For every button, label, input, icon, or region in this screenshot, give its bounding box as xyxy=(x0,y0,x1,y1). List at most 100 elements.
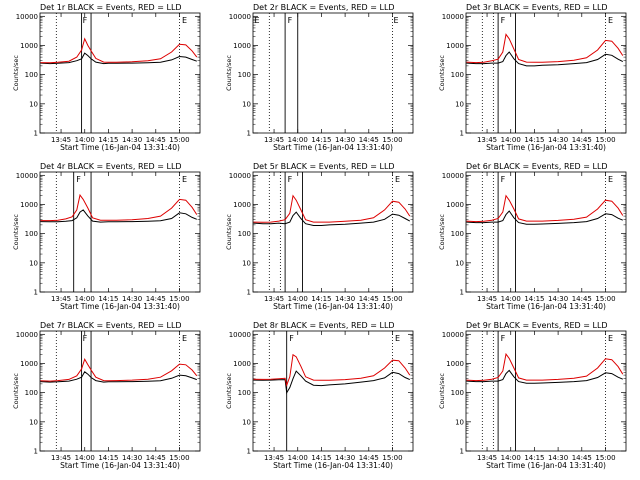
x-tick-label: 15:00 xyxy=(382,136,402,144)
x-axis-label: Start Time (16-Jan-04 13:31:40) xyxy=(273,461,393,470)
x-tick-label: 15:00 xyxy=(595,295,615,303)
panel-title: Det 7r BLACK = Events, RED = LLD xyxy=(40,321,182,330)
y-tick-label: 100 xyxy=(451,230,464,238)
x-tick-label: 14:45 xyxy=(572,136,592,144)
x-tick-label: 15:00 xyxy=(382,454,402,462)
y-tick-label: 1000 xyxy=(233,360,251,368)
x-tick-label: 15:00 xyxy=(169,136,189,144)
x-axis-label: Start Time (16-Jan-04 13:31:40) xyxy=(486,302,606,311)
x-tick-label: 14:15 xyxy=(524,295,544,303)
x-tick-label: 14:45 xyxy=(146,295,166,303)
flag-label: F xyxy=(501,175,506,184)
x-tick-label: 14:00 xyxy=(75,454,95,462)
plot-frame xyxy=(39,12,201,134)
x-tick-label: 14:00 xyxy=(288,136,308,144)
panel-det-8: Det 8r BLACK = Events, RED = LLD 1 10 100 10… xyxy=(225,321,414,470)
y-tick-label: 100 xyxy=(451,389,464,397)
panel-det-2: Det 2r BLACK = Events, RED = LLD 1 10 100 10… xyxy=(225,3,414,152)
y-tick-label: 1000 xyxy=(20,360,38,368)
events-series-line xyxy=(40,209,197,223)
flag-label: F xyxy=(288,175,293,184)
x-axis-label: Start Time (16-Jan-04 13:31:40) xyxy=(60,461,180,470)
y-axis-label: Counts/sec xyxy=(12,214,20,250)
y-tick-label: 10 xyxy=(455,259,464,267)
y-axis-label: Counts/sec xyxy=(225,373,233,409)
x-tick-label: 14:45 xyxy=(572,454,592,462)
lld-series-line xyxy=(253,194,411,223)
flag-label: F xyxy=(76,175,81,184)
lld-series-line xyxy=(40,193,198,222)
panel-title: Det 6r BLACK = Events, RED = LLD xyxy=(466,162,608,171)
events-series-line xyxy=(40,52,197,65)
x-tick-label: 14:15 xyxy=(524,454,544,462)
x-tick-label: 14:00 xyxy=(288,295,308,303)
y-tick-label: 1 xyxy=(34,130,38,138)
x-tick-label: 13:45 xyxy=(51,295,71,303)
y-tick-label: 1000 xyxy=(20,42,38,50)
x-axis-label: Start Time (16-Jan-04 13:31:40) xyxy=(486,461,606,470)
y-tick-label: 1000 xyxy=(20,201,38,209)
y-tick-label: 10000 xyxy=(16,13,38,21)
y-tick-label: 10000 xyxy=(229,331,251,339)
flag-label: F xyxy=(83,334,88,343)
flag-label: F xyxy=(501,334,506,343)
y-tick-label: 10 xyxy=(455,418,464,426)
flag-label: E xyxy=(608,175,613,184)
x-tick-label: 14:30 xyxy=(122,136,142,144)
y-tick-label: 10 xyxy=(242,259,251,267)
lld-series-line xyxy=(253,353,411,387)
plot-frame xyxy=(465,171,627,293)
y-axis-label: Counts/sec xyxy=(12,55,20,91)
y-tick-label: 1000 xyxy=(446,360,464,368)
panel-title: Det 2r BLACK = Events, RED = LLD xyxy=(253,3,395,12)
panel-det-3: Det 3r BLACK = Events, RED = LLD 1 10 100 10… xyxy=(438,3,627,152)
panel-title: Det 5r BLACK = Events, RED = LLD xyxy=(253,162,395,171)
flag-label: E xyxy=(255,16,260,25)
y-tick-label: 10000 xyxy=(229,13,251,21)
y-tick-label: 1000 xyxy=(446,201,464,209)
panel-title: Det 9r BLACK = Events, RED = LLD xyxy=(466,321,608,330)
flag-label: F xyxy=(288,16,293,25)
y-tick-label: 10 xyxy=(29,259,38,267)
x-tick-label: 14:00 xyxy=(75,295,95,303)
flag-label: F xyxy=(501,16,506,25)
y-tick-label: 10000 xyxy=(442,331,464,339)
y-axis-label: Counts/sec xyxy=(12,373,20,409)
x-tick-label: 14:45 xyxy=(359,136,379,144)
panel-det-1: Det 1r BLACK = Events, RED = LLD 1 10 100 10… xyxy=(12,3,201,152)
lld-series-line xyxy=(466,33,624,64)
x-tick-label: 14:30 xyxy=(335,454,355,462)
y-tick-label: 10 xyxy=(242,100,251,108)
flag-label: E xyxy=(608,16,613,25)
plot-frame xyxy=(39,171,201,293)
x-tick-label: 14:45 xyxy=(146,454,166,462)
x-axis-label: Start Time (16-Jan-04 13:31:40) xyxy=(60,302,180,311)
y-tick-label: 1 xyxy=(34,289,38,297)
y-tick-label: 100 xyxy=(25,230,38,238)
x-tick-label: 15:00 xyxy=(382,295,402,303)
y-axis-label: Counts/sec xyxy=(225,55,233,91)
x-axis-label: Start Time (16-Jan-04 13:31:40) xyxy=(486,143,606,152)
y-tick-label: 10 xyxy=(242,418,251,426)
x-tick-label: 14:15 xyxy=(311,136,331,144)
x-tick-label: 14:45 xyxy=(359,454,379,462)
y-tick-label: 10000 xyxy=(442,13,464,21)
y-tick-label: 10000 xyxy=(442,172,464,180)
x-tick-label: 15:00 xyxy=(595,454,615,462)
y-axis-label: Counts/sec xyxy=(438,55,446,91)
y-tick-label: 100 xyxy=(238,71,251,79)
events-series-line xyxy=(466,51,624,67)
panel-title: Det 8r BLACK = Events, RED = LLD xyxy=(253,321,395,330)
x-tick-label: 15:00 xyxy=(595,136,615,144)
x-tick-label: 14:30 xyxy=(548,295,568,303)
y-tick-label: 10 xyxy=(29,100,38,108)
x-axis-label: Start Time (16-Jan-04 13:31:40) xyxy=(60,143,180,152)
x-tick-label: 13:45 xyxy=(51,454,71,462)
x-tick-label: 14:15 xyxy=(98,295,118,303)
lld-series-line xyxy=(466,352,624,382)
lld-series-line xyxy=(466,194,624,223)
x-tick-label: 13:45 xyxy=(264,136,284,144)
y-tick-label: 1 xyxy=(247,130,251,138)
y-tick-label: 10000 xyxy=(16,172,38,180)
